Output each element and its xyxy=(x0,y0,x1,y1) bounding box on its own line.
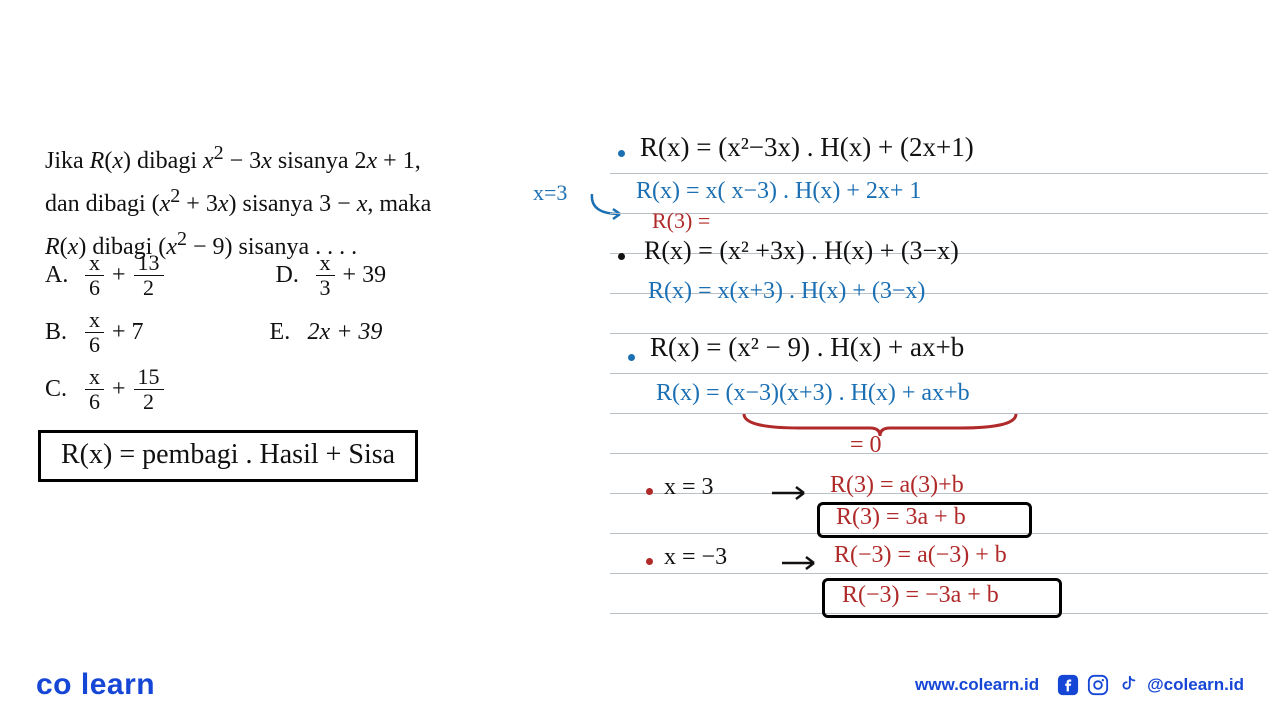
hw-x-eq-neg3: x = −3 xyxy=(664,544,727,571)
hw-line-2: R(x) = x( x−3) . H(x) + 2x+ 1 xyxy=(636,178,921,205)
formula-box: R(x) = pembagi . Hasil + Sisa xyxy=(38,430,418,482)
problem-text: Jika R(x) dibagi x2 − 3x sisanya 2x + 1,… xyxy=(45,138,605,267)
options: A. x6 + 132 D. x3 + 39 B. x6 + xyxy=(45,252,386,423)
footer-url: www.colearn.id xyxy=(915,675,1039,695)
option-c: C. x6 + 152 xyxy=(45,366,166,413)
logo: co learn xyxy=(36,668,155,702)
problem-line-1: Jika R(x) dibagi x2 − 3x sisanya 2x + 1, xyxy=(45,138,605,179)
bullet-icon xyxy=(646,488,653,495)
bullet-icon xyxy=(646,558,653,565)
arrow-icon xyxy=(780,554,822,572)
hw-x-eq-3: x = 3 xyxy=(664,474,714,501)
hw-line-6: R(x) = (x² − 9) . H(x) + ax+b xyxy=(650,332,964,363)
option-b: B. x6 + 7 xyxy=(45,309,144,356)
hw-line-11b: R(−3) = a(−3) + b xyxy=(834,542,1007,569)
hw-line-9b: R(3) = a(3)+b xyxy=(830,472,964,499)
annotation-x3: x=3 xyxy=(533,180,567,206)
hw-line-12: R(−3) = −3a + b xyxy=(842,582,999,609)
hw-line-4: R(x) = (x² +3x) . H(x) + (3−x) xyxy=(644,236,959,266)
notebook-rule xyxy=(610,573,1268,574)
hw-line-10: R(3) = 3a + b xyxy=(836,504,966,531)
hw-line-7: R(x) = (x−3)(x+3) . H(x) + ax+b xyxy=(656,380,970,407)
footer: co learn www.colearn.id @colearn.id xyxy=(0,668,1280,702)
option-d: D. x3 + 39 xyxy=(276,252,387,299)
notebook-rule xyxy=(610,373,1268,374)
problem-line-2: dan dibagi (x2 + 3x) sisanya 3 − x, maka xyxy=(45,181,605,222)
bullet-icon xyxy=(618,253,625,260)
notebook-rule xyxy=(610,453,1268,454)
hw-line-1: R(x) = (x²−3x) . H(x) + (2x+1) xyxy=(640,132,974,163)
bullet-icon xyxy=(618,150,625,157)
footer-handle: @colearn.id xyxy=(1147,675,1244,695)
instagram-icon xyxy=(1087,674,1109,696)
hw-line-8: = 0 xyxy=(850,432,882,459)
footer-social: @colearn.id xyxy=(1057,674,1244,696)
hw-line-5: R(x) = x(x+3) . H(x) + (3−x) xyxy=(648,278,925,305)
hw-line-3: R(3) = xyxy=(652,208,710,234)
tiktok-icon xyxy=(1117,674,1139,696)
annotation-arrow-icon xyxy=(590,190,632,224)
notebook-rule xyxy=(610,173,1268,174)
facebook-icon xyxy=(1057,674,1079,696)
bullet-icon xyxy=(628,354,635,361)
arrow-icon xyxy=(770,484,812,502)
option-a: A. x6 + 132 xyxy=(45,252,166,299)
option-e: E. 2x + 39 xyxy=(270,309,383,356)
